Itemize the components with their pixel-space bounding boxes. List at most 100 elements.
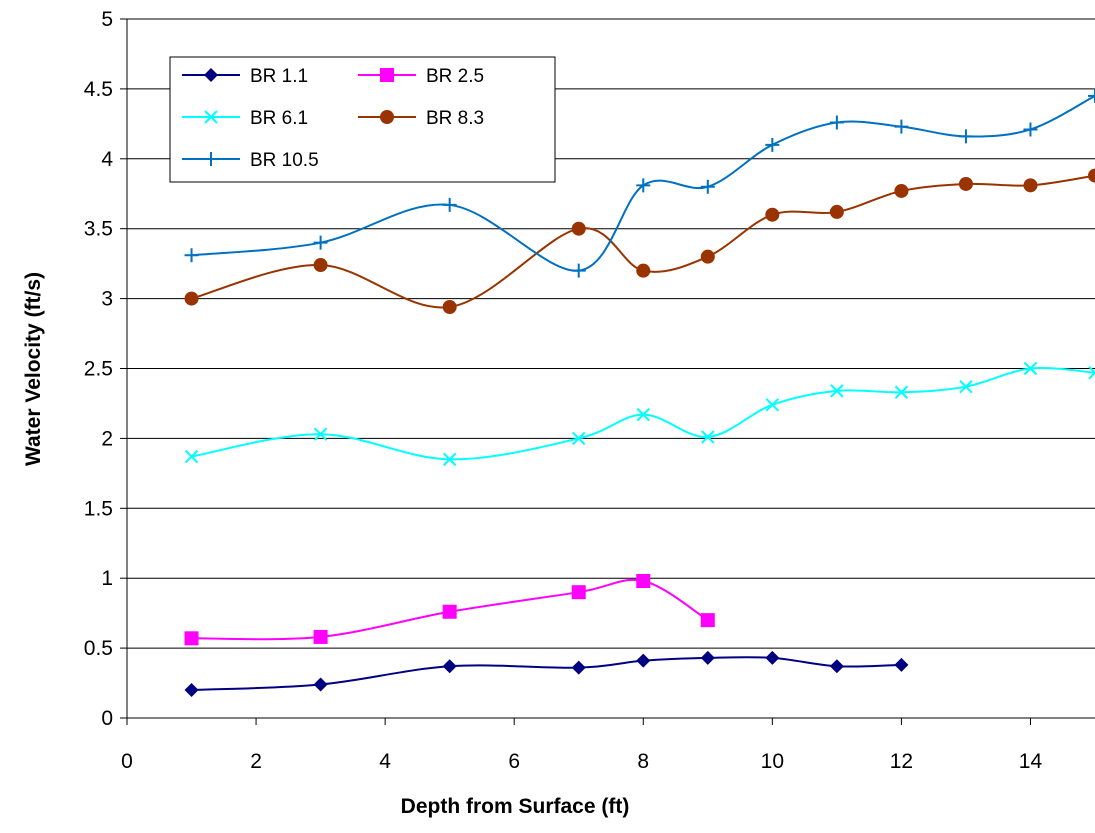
data-point-br-10-5 — [894, 119, 909, 134]
x-tick-label: 0 — [121, 750, 133, 773]
legend: BR 1.1 BR 2.5 BR 6.1 BR 8.3 BR 10.5 — [169, 56, 556, 183]
data-point-br-8-3 — [1088, 168, 1095, 183]
data-point-br-8-3 — [184, 291, 199, 306]
x-tick-label: 14 — [1019, 750, 1043, 773]
legend-marker — [380, 110, 394, 124]
data-point-br-10-5 — [313, 235, 328, 250]
legend-box — [169, 56, 556, 183]
y-tick-label: 0 — [101, 707, 113, 730]
data-point-br-8-3 — [442, 299, 457, 314]
x-axis-title: Depth from Surface (ft) — [401, 795, 630, 818]
legend-marker — [204, 152, 218, 166]
data-point-br-6-1 — [442, 452, 457, 467]
data-point-br-8-3 — [765, 207, 780, 222]
y-tick-label: 5 — [101, 8, 113, 31]
data-point-br-1-1 — [184, 683, 199, 698]
data-point-br-10-5 — [571, 263, 586, 278]
data-point-br-6-1 — [313, 427, 328, 441]
legend-marker — [204, 110, 218, 124]
data-point-br-8-3 — [829, 204, 844, 219]
data-point-br-6-1 — [1023, 361, 1038, 376]
data-point-br-8-3 — [1023, 178, 1038, 193]
data-point-br-6-1 — [1088, 365, 1095, 380]
legend-item-br-10-5: BR 10.5 — [182, 150, 319, 171]
data-point-br-6-1 — [894, 385, 909, 399]
data-point-br-2-5 — [184, 631, 199, 646]
legend-marker — [204, 68, 218, 82]
y-tick-label: 0.5 — [84, 637, 113, 660]
x-tick-label: 12 — [890, 750, 913, 773]
data-point-br-8-3 — [958, 176, 973, 191]
legend-label: BR 6.1 — [250, 108, 308, 129]
series-br-2-5 — [184, 573, 715, 646]
legend-label: BR 2.5 — [426, 66, 484, 87]
legend-label: BR 10.5 — [250, 150, 319, 171]
legend-item-br-1-1: BR 1.1 — [182, 66, 308, 87]
series-br-8-3 — [184, 168, 1095, 314]
data-point-br-6-1 — [184, 449, 199, 464]
tick-labels: 0 0.5 1 1.5 2 2.5 3 3.5 4 4.5 5 0 2 4 6 8 10 12 14 — [84, 8, 1043, 773]
data-point-br-8-3 — [636, 263, 651, 278]
x-tick-label: 8 — [637, 750, 649, 773]
data-point-br-10-5 — [1088, 88, 1095, 103]
data-point-br-6-1 — [830, 384, 844, 398]
x-tick-label: 6 — [508, 750, 520, 773]
series-br-6-1 — [184, 361, 1095, 467]
series-br-10-5 — [184, 88, 1095, 278]
data-point-br-2-5 — [636, 573, 651, 588]
data-point-br-6-1 — [636, 407, 650, 422]
data-point-br-10-5 — [829, 115, 844, 130]
data-point-br-8-3 — [700, 249, 715, 264]
data-point-br-1-1 — [313, 677, 328, 692]
data-point-br-6-1 — [701, 430, 715, 444]
data-point-br-8-3 — [571, 221, 586, 236]
data-point-br-10-5 — [184, 248, 199, 263]
data-point-br-1-1 — [636, 653, 651, 668]
legend-item-br-6-1: BR 6.1 — [182, 108, 308, 129]
data-point-br-1-1 — [894, 657, 909, 672]
data-point-br-2-5 — [571, 585, 586, 600]
series-group — [184, 88, 1095, 698]
y-tick-label: 3 — [101, 288, 113, 311]
data-point-br-1-1 — [829, 659, 844, 674]
y-tick-label: 2 — [101, 427, 113, 450]
data-point-br-6-1 — [959, 379, 973, 394]
legend-item-br-2-5: BR 2.5 — [358, 66, 484, 87]
y-tick-label: 2.5 — [84, 358, 113, 381]
data-point-br-10-5 — [636, 178, 651, 193]
y-tick-label: 4.5 — [84, 78, 113, 101]
data-point-br-10-5 — [700, 179, 715, 194]
data-point-br-2-5 — [700, 613, 715, 628]
y-tick-label: 4 — [101, 148, 113, 171]
data-point-br-2-5 — [313, 629, 328, 644]
x-tick-label: 2 — [250, 750, 262, 773]
data-point-br-10-5 — [765, 137, 780, 152]
data-point-br-1-1 — [700, 650, 715, 665]
data-point-br-1-1 — [571, 660, 586, 675]
grid-lines — [127, 18, 1095, 649]
data-point-br-1-1 — [442, 659, 457, 674]
legend-item-br-8-3: BR 8.3 — [358, 108, 484, 129]
data-point-br-8-3 — [894, 183, 909, 198]
data-point-br-1-1 — [765, 650, 780, 665]
legend-label: BR 8.3 — [426, 108, 484, 129]
data-point-br-10-5 — [958, 129, 973, 144]
y-tick-label: 1 — [101, 567, 113, 590]
y-axis-title: Water Velocity (ft/s) — [22, 272, 45, 466]
data-point-br-10-5 — [1023, 122, 1038, 137]
series-line-br-1-1 — [191, 656, 902, 692]
data-point-br-6-1 — [572, 431, 586, 446]
x-tick-label: 4 — [379, 750, 391, 773]
series-br-1-1 — [184, 650, 909, 698]
data-point-br-2-5 — [442, 604, 457, 619]
x-tick-label: 10 — [761, 750, 784, 773]
y-tick-label: 3.5 — [84, 218, 113, 241]
data-point-br-6-1 — [765, 398, 780, 412]
data-point-br-10-5 — [442, 197, 457, 212]
legend-marker — [380, 68, 394, 82]
axes — [120, 18, 1095, 725]
data-point-br-8-3 — [313, 258, 328, 273]
y-tick-label: 1.5 — [84, 497, 113, 520]
legend-label: BR 1.1 — [250, 66, 308, 87]
